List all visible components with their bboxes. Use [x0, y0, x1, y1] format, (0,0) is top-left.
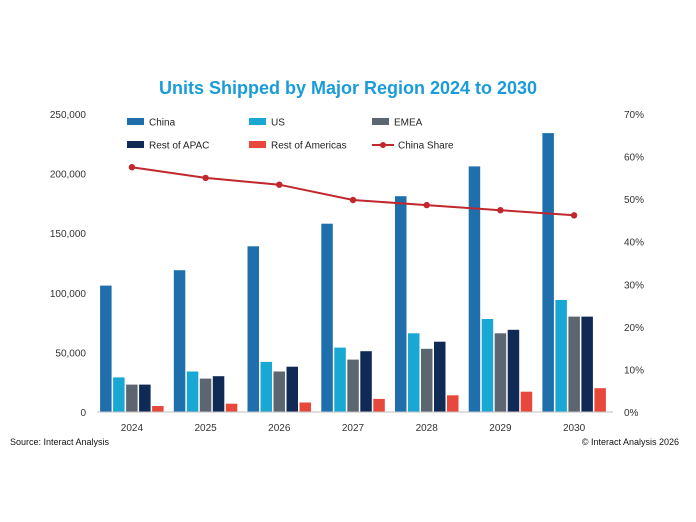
right-axis: 0% 10% 20% 30% 40% 50% 60% 70%: [624, 110, 644, 419]
left-axis: 0 50,000 100,000 150,000 200,000 250,000: [50, 110, 87, 419]
x-tick-label: 2024: [121, 423, 144, 434]
china-share-point: [276, 181, 283, 188]
legend-label: EMEA: [394, 118, 423, 129]
right-tick-label: 70%: [624, 110, 644, 121]
bar: [347, 359, 359, 412]
bar: [260, 361, 272, 412]
bar: [139, 384, 151, 412]
right-tick-label: 10%: [624, 365, 644, 376]
legend-swatch: [372, 118, 389, 125]
bar: [212, 376, 225, 412]
bar: [199, 378, 212, 412]
bar: [581, 316, 593, 412]
bar: [273, 371, 285, 412]
bar: [468, 166, 481, 412]
china-share-line: [131, 166, 575, 217]
bar: [542, 133, 554, 412]
copyright-note: © Interact Analysis 2026: [581, 437, 679, 447]
x-tick-label: 2025: [194, 423, 217, 434]
right-tick-label: 40%: [624, 238, 644, 249]
left-tick-label: 50,000: [55, 348, 86, 359]
bar: [334, 347, 346, 412]
x-tick-label: 2030: [563, 423, 586, 434]
bar: [173, 270, 186, 412]
right-tick-label: 0%: [624, 408, 639, 419]
legend-label: China: [149, 118, 176, 129]
left-tick-label: 150,000: [50, 229, 87, 240]
legend: China US EMEA Rest of APAC Rest of Americas C…: [127, 118, 454, 152]
left-tick-label: 200,000: [50, 170, 87, 181]
bar: [113, 377, 125, 412]
left-tick-label: 250,000: [50, 110, 87, 121]
china-share-point: [349, 196, 357, 204]
legend-label: Rest of APAC: [149, 141, 209, 152]
bars-layer: [100, 133, 606, 412]
bar: [555, 300, 567, 412]
china-share-point: [128, 164, 136, 171]
bar: [373, 398, 385, 412]
bar: [520, 391, 533, 412]
left-tick-label: 0: [80, 408, 86, 419]
bar: [186, 371, 199, 412]
bar: [568, 316, 580, 412]
source-note: Source: Interact Analysis: [10, 437, 110, 447]
bar: [299, 402, 311, 412]
bar: [225, 403, 238, 412]
right-tick-label: 60%: [624, 153, 644, 164]
legend-swatch: [249, 141, 266, 148]
right-tick-label: 30%: [624, 280, 644, 291]
legend-swatch: [249, 118, 266, 125]
x-tick-label: 2028: [416, 423, 439, 434]
bar: [321, 223, 333, 412]
x-axis: 2024 2025 2026 2027 2028 2029 2030: [97, 411, 613, 434]
legend-label: China Share: [398, 141, 454, 152]
left-tick-label: 100,000: [50, 289, 87, 300]
bar: [100, 285, 112, 412]
bar: [395, 196, 407, 412]
legend-label: US: [271, 118, 285, 129]
bar: [247, 246, 259, 412]
bar: [286, 366, 298, 412]
bar: [594, 388, 606, 412]
right-tick-label: 20%: [624, 323, 644, 334]
legend-swatch: [127, 141, 144, 148]
bar: [507, 329, 520, 412]
legend-label: Rest of Americas: [271, 141, 347, 152]
x-tick-label: 2026: [268, 423, 291, 434]
bar: [434, 341, 446, 412]
bar: [360, 351, 372, 412]
x-tick-label: 2029: [489, 423, 512, 434]
china-share-point: [497, 207, 504, 214]
bar: [447, 395, 459, 412]
x-tick-label: 2027: [342, 423, 365, 434]
chart-title: Units Shipped by Major Region 2024 to 20…: [158, 78, 538, 98]
china-share-point: [202, 174, 209, 182]
china-share-point: [423, 201, 430, 209]
right-tick-label: 50%: [624, 195, 644, 206]
bar: [421, 348, 433, 412]
bar: [126, 384, 138, 412]
bar: [152, 406, 164, 412]
bar: [408, 333, 420, 412]
legend-line-marker: [380, 142, 386, 148]
legend-swatch: [127, 118, 144, 125]
bar: [481, 319, 494, 412]
line-layer: [128, 164, 578, 219]
bar: [494, 333, 507, 412]
china-share-point: [570, 212, 578, 219]
